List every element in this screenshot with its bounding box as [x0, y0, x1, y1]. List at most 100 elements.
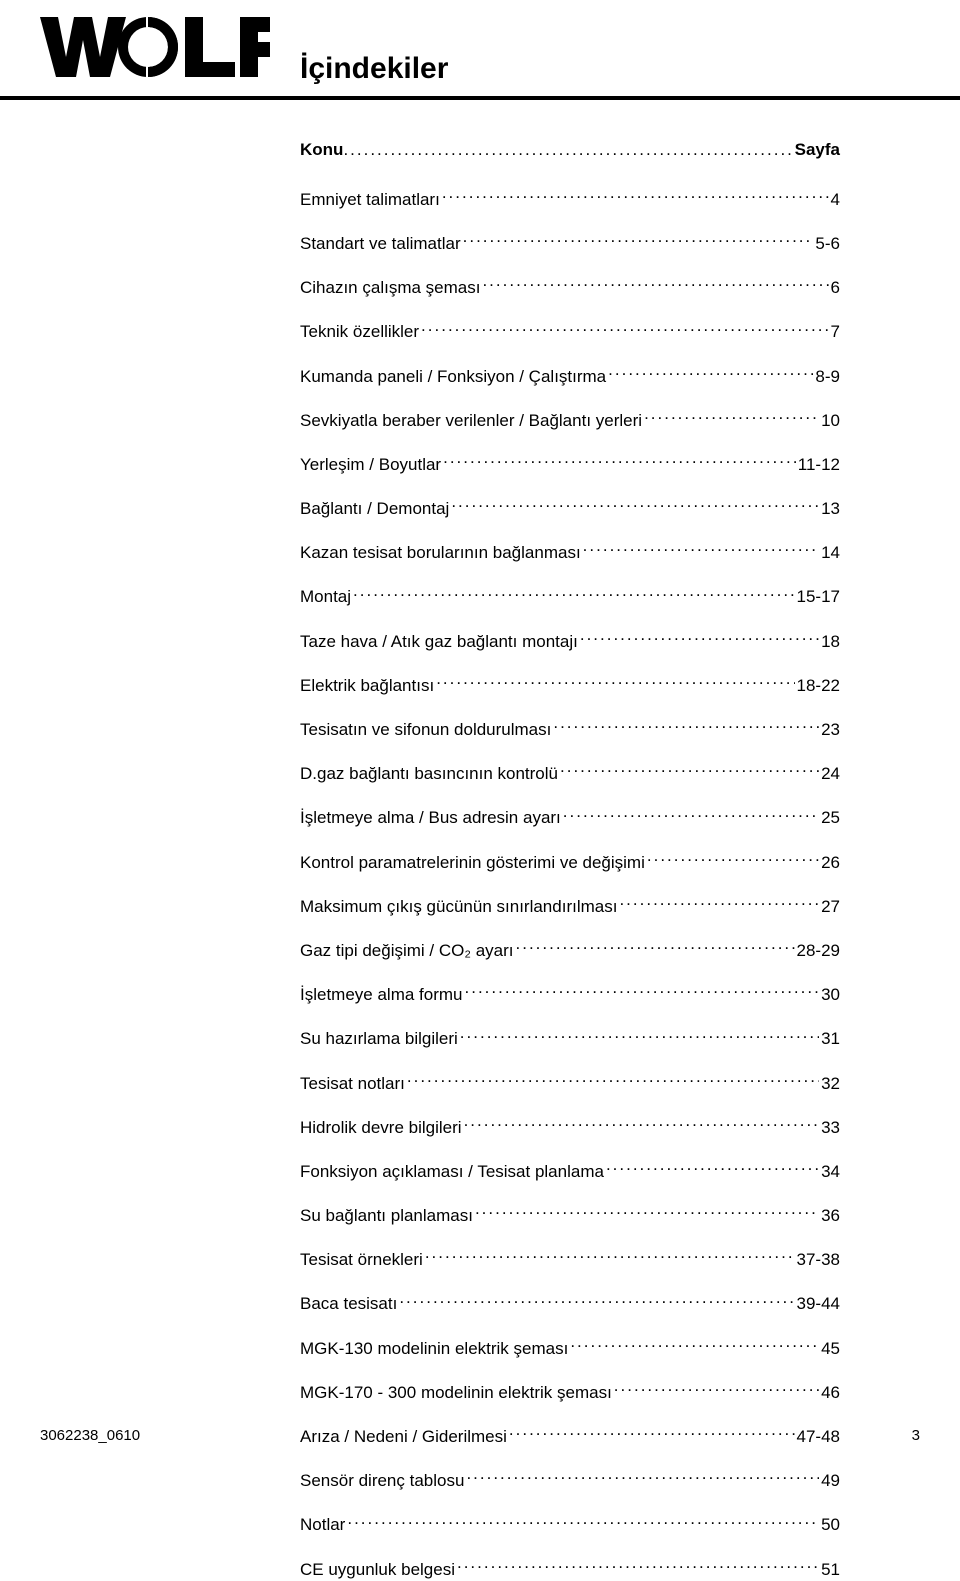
toc-entry-label: Taze hava / Atık gaz bağlantı montajı — [300, 630, 578, 654]
toc-leader-dots — [443, 450, 796, 470]
toc-leader-dots — [563, 803, 819, 823]
toc-leader-dots — [421, 317, 828, 337]
toc-entry-page: 6 — [831, 276, 840, 300]
toc-leader-dots — [353, 582, 794, 602]
toc-entry-page: 34 — [821, 1160, 840, 1184]
toc-leader-dots — [399, 1289, 794, 1309]
toc-entry-label: Kontrol paramatrelerinin gösterimi ve de… — [300, 851, 645, 875]
toc-entry-page: 45 — [821, 1337, 840, 1361]
toc-entry-label: İşletmeye alma / Bus adresin ayarı — [300, 806, 561, 830]
toc-entry-label: Montaj — [300, 585, 351, 609]
toc-leader-dots — [464, 1112, 820, 1132]
toc-leader-dots — [647, 847, 819, 867]
toc-entry-label: Standart ve talimatlar — [300, 232, 461, 256]
toc-entry: Tesisat örnekleri 37-38 — [300, 1245, 840, 1272]
toc-entry-label: Sensör direnç tablosu — [300, 1469, 464, 1493]
toc-entry: Maksimum çıkış gücünün sınırlandırılması… — [300, 891, 840, 918]
toc-entry-page: 49 — [821, 1469, 840, 1493]
toc-entry: İşletmeye alma / Bus adresin ayarı 25 — [300, 803, 840, 830]
toc-entry: Kazan tesisat borularının bağlanması14 — [300, 538, 840, 565]
toc-entry: Baca tesisatı 39-44 — [300, 1289, 840, 1316]
toc-entry-page: 7 — [831, 320, 840, 344]
toc-entry-page: 37-38 — [797, 1248, 840, 1272]
brand-logo — [40, 12, 270, 87]
toc-leader-dots — [516, 936, 795, 956]
toc-entry-label: Emniyet talimatları — [300, 188, 440, 212]
toc-entry-label: Bağlantı / Demontaj — [300, 497, 449, 521]
toc-leader-dots — [606, 1157, 819, 1177]
toc-leader-dots — [482, 273, 828, 293]
toc-entry-page: 51 — [821, 1558, 840, 1581]
toc-entry-label: MGK-170 - 300 modelinin elektrik şeması — [300, 1381, 612, 1405]
toc-leader-dots — [583, 538, 819, 558]
footer-page-number: 3 — [912, 1427, 920, 1444]
toc-entry-page: 25 — [821, 806, 840, 830]
toc-leader-dots — [608, 361, 813, 381]
toc-entry: MGK-130 modelinin elektrik şeması45 — [300, 1333, 840, 1360]
toc-entry-label: Tesisat örnekleri — [300, 1248, 423, 1272]
toc-leader-dots — [465, 980, 820, 1000]
toc-entry: Hidrolik devre bilgileri33 — [300, 1112, 840, 1139]
toc-entry: Tesisatın ve sifonun doldurulması23 — [300, 715, 840, 742]
toc-leader-dots — [347, 1510, 819, 1530]
toc-entry-label: Sevkiyatla beraber verilenler / Bağlantı… — [300, 409, 642, 433]
toc-leader-dots — [466, 1466, 819, 1486]
toc-entry-label: Baca tesisatı — [300, 1292, 397, 1316]
page-header: İçindekiler — [0, 0, 960, 100]
toc-entry-page: 8-9 — [815, 365, 840, 389]
toc-leader-dots — [425, 1245, 795, 1265]
toc-entry-page: 24 — [821, 762, 840, 786]
toc-entry: Yerleşim / Boyutlar11-12 — [300, 450, 840, 477]
toc-leader-dots — [407, 1068, 819, 1088]
toc-entry-page: 31 — [821, 1027, 840, 1051]
toc-entry-label: Gaz tipi değişimi / CO₂ ayarı — [300, 939, 514, 963]
toc-entry-page: 26 — [821, 851, 840, 875]
toc-leader-dots — [460, 1024, 819, 1044]
toc-entry-page: 33 — [821, 1116, 840, 1140]
toc-entry: Notlar50 — [300, 1510, 840, 1537]
toc-entry-label: Cihazın çalışma şeması — [300, 276, 480, 300]
toc-leader-dots — [475, 1201, 819, 1221]
toc-entry-label: Kazan tesisat borularının bağlanması — [300, 541, 581, 565]
toc-entry-page: 18 — [821, 630, 840, 654]
toc-entry: Kontrol paramatrelerinin gösterimi ve de… — [300, 847, 840, 874]
page-title: İçindekiler — [300, 52, 448, 86]
toc-entry-label: D.gaz bağlantı basıncının kontrolü — [300, 762, 558, 786]
toc-list: Emniyet talimatları4Standart ve talimatl… — [300, 184, 840, 1581]
toc-entry: MGK-170 - 300 modelinin elektrik şeması 4… — [300, 1377, 840, 1404]
toc-entry-page: 11-12 — [798, 453, 840, 477]
toc-entry: Montaj 15-17 — [300, 582, 840, 609]
toc-entry-page: 15-17 — [797, 585, 840, 609]
toc-leader-dots — [644, 405, 819, 425]
toc-leader-dots — [614, 1377, 819, 1397]
toc-entry: CE uygunluk belgesi 51 — [300, 1554, 840, 1581]
toc-entry: Cihazın çalışma şeması 6 — [300, 273, 840, 300]
toc-entry-page: 32 — [821, 1072, 840, 1096]
toc-entry-label: Tesisat notları — [300, 1072, 405, 1096]
toc-leader-dots — [570, 1333, 819, 1353]
toc-entry: Teknik özellikler 7 — [300, 317, 840, 344]
toc-leader-dots — [436, 670, 794, 690]
toc-entry-label: Maksimum çıkış gücünün sınırlandırılması — [300, 895, 617, 919]
toc-entry-label: Fonksiyon açıklaması / Tesisat planlama — [300, 1160, 604, 1184]
toc-entry-label: Kumanda paneli / Fonksiyon / Çalıştırma — [300, 365, 606, 389]
toc-entry-page: 36 — [821, 1204, 840, 1228]
toc-entry-page: 46 — [821, 1381, 840, 1405]
toc-entry-page: 28-29 — [797, 939, 840, 963]
toc-leader-dots — [580, 626, 819, 646]
toc-entry: Sensör direnç tablosu 49 — [300, 1466, 840, 1493]
toc-entry-page: 13 — [821, 497, 840, 521]
toc-header-topic: Konu — [300, 140, 343, 160]
toc-entry: Bağlantı / Demontaj 13 — [300, 494, 840, 521]
toc-entry-label: Teknik özellikler — [300, 320, 419, 344]
toc-leader-dots — [619, 891, 819, 911]
toc-entry-page: 10 — [821, 409, 840, 433]
toc-entry-label: CE uygunluk belgesi — [300, 1558, 455, 1581]
toc-entry-page: 27 — [821, 895, 840, 919]
toc-leader-dots — [553, 715, 819, 735]
page-footer: 3062238_0610 3 — [40, 1427, 920, 1444]
toc-entry: Fonksiyon açıklaması / Tesisat planlama 3… — [300, 1157, 840, 1184]
toc-entry-page: 39-44 — [797, 1292, 840, 1316]
toc-entry: Sevkiyatla beraber verilenler / Bağlantı… — [300, 405, 840, 432]
toc-entry-page: 5-6 — [815, 232, 840, 256]
